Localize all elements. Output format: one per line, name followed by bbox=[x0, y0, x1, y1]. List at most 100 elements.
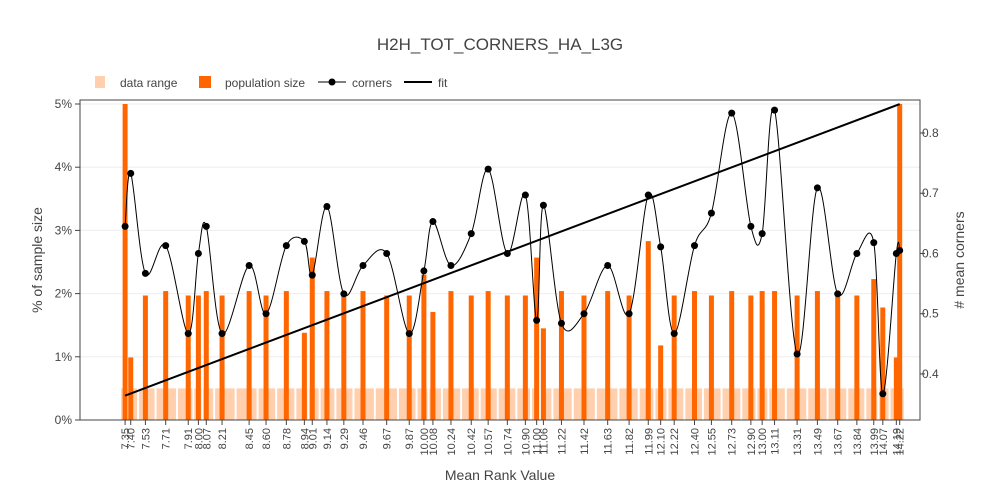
population-bars bbox=[122, 104, 903, 420]
corners-marker bbox=[141, 269, 149, 277]
corners-marker bbox=[262, 310, 270, 318]
corners-marker bbox=[813, 184, 821, 192]
x-tick-label: 14.07 bbox=[878, 428, 890, 456]
corners-marker bbox=[758, 230, 766, 238]
population-bar bbox=[283, 291, 289, 420]
corners-marker bbox=[834, 290, 842, 298]
corners-marker bbox=[793, 350, 801, 358]
x-tick-label: 14.22 bbox=[895, 428, 907, 456]
corners-marker bbox=[184, 330, 192, 338]
population-bar bbox=[871, 279, 877, 420]
population-bar bbox=[897, 104, 903, 420]
population-bar bbox=[301, 332, 307, 420]
x-tick-label: 12.90 bbox=[746, 428, 758, 456]
corners-marker bbox=[644, 191, 652, 199]
right-tick-label: 0.6 bbox=[922, 246, 939, 260]
population-bar bbox=[384, 295, 390, 420]
corners-marker bbox=[202, 222, 210, 230]
legend-label-corners: corners bbox=[352, 76, 392, 90]
corners-marker bbox=[690, 242, 698, 250]
corners-marker bbox=[747, 222, 755, 230]
right-tick-label: 0.4 bbox=[922, 367, 939, 381]
corners-marker bbox=[405, 330, 413, 338]
population-bar bbox=[430, 311, 436, 420]
population-bar bbox=[658, 345, 664, 420]
data-range-band bbox=[236, 388, 257, 420]
x-tick-label: 8.21 bbox=[217, 428, 229, 449]
corners-marker bbox=[539, 201, 547, 209]
left-axis-ticks: 0% 1% 2% 3% 4% 5% bbox=[55, 97, 80, 427]
population-bar bbox=[263, 295, 269, 420]
corners-marker bbox=[870, 239, 878, 247]
data-range-band bbox=[296, 388, 308, 420]
population-bar bbox=[626, 295, 632, 420]
legend-label-fit: fit bbox=[438, 76, 448, 90]
data-range-band bbox=[215, 388, 235, 420]
population-bar bbox=[309, 257, 315, 420]
x-tick-label: 12.40 bbox=[689, 428, 701, 456]
x-tick-label: 8.07 bbox=[201, 428, 213, 449]
population-bar bbox=[522, 295, 528, 420]
x-tick-label: 12.73 bbox=[727, 428, 739, 456]
corners-marker bbox=[323, 202, 331, 210]
x-tick-label: 13.00 bbox=[757, 428, 769, 456]
x-tick-label: 13.49 bbox=[812, 428, 824, 456]
x-tick-label: 12.55 bbox=[706, 428, 718, 456]
population-bar bbox=[794, 295, 800, 420]
population-bar bbox=[691, 291, 697, 420]
population-bar bbox=[360, 291, 366, 420]
population-bar bbox=[645, 241, 651, 420]
corners-marker bbox=[503, 249, 511, 257]
right-axis-ticks: 0.4 0.5 0.6 0.7 0.8 bbox=[920, 126, 939, 381]
x-tick-label: 9.14 bbox=[322, 428, 334, 449]
corners-marker bbox=[300, 237, 308, 245]
fit-line-segment bbox=[124, 103, 901, 397]
x-tick-label: 14.19 bbox=[891, 428, 903, 456]
x-axis-ticks: 7.357.40 7.53 7.71 7.918.008.07 8.21 8.45 8.60… bbox=[120, 420, 907, 456]
x-tick-label: 8.45 bbox=[244, 428, 256, 449]
corners-marker bbox=[308, 271, 316, 279]
x-tick-label: 10.24 bbox=[446, 428, 458, 456]
population-bar bbox=[185, 295, 191, 420]
x-tick-label: 9.01 bbox=[307, 428, 319, 449]
right-tick-label: 0.5 bbox=[922, 307, 939, 321]
corners-marker bbox=[604, 262, 612, 270]
data-range-band bbox=[890, 388, 898, 420]
x-tick-label: 8.00 bbox=[193, 428, 205, 449]
x-tick-label: 7.40 bbox=[126, 428, 138, 449]
x-tick-label: 8.78 bbox=[281, 428, 293, 449]
legend-swatch-corners-marker bbox=[328, 78, 336, 86]
corners-marker bbox=[194, 249, 202, 257]
population-bar bbox=[421, 274, 427, 420]
legend-swatch-population-size bbox=[199, 76, 211, 88]
corners-marker bbox=[657, 243, 665, 251]
corners-marker bbox=[771, 106, 779, 114]
left-tick-label: 4% bbox=[55, 160, 73, 174]
left-tick-label: 0% bbox=[55, 413, 73, 427]
corners-marker bbox=[896, 246, 904, 254]
left-tick-label: 1% bbox=[55, 350, 73, 364]
population-bar bbox=[558, 291, 564, 420]
x-tick-label: 7.53 bbox=[140, 428, 152, 449]
x-tick-label: 9.29 bbox=[339, 428, 351, 449]
x-tick-label: 11.63 bbox=[603, 428, 615, 455]
corners-marker bbox=[625, 310, 633, 318]
right-tick-label: 0.7 bbox=[922, 186, 939, 200]
chart-title: H2H_TOT_CORNERS_HA_L3G bbox=[377, 35, 623, 54]
population-bar bbox=[772, 291, 778, 420]
corners-marker bbox=[340, 290, 348, 298]
corners-marker bbox=[429, 218, 437, 226]
data-range-band bbox=[541, 388, 552, 420]
corners-marker bbox=[121, 222, 129, 230]
population-bar bbox=[163, 291, 169, 420]
x-tick-label: 13.31 bbox=[792, 428, 804, 456]
population-bar bbox=[122, 104, 128, 420]
population-bar bbox=[142, 295, 148, 420]
axes bbox=[79, 99, 921, 421]
corners-marker bbox=[282, 242, 290, 250]
corners-marker bbox=[467, 230, 475, 238]
population-bar bbox=[540, 328, 546, 420]
corners-marker bbox=[533, 316, 541, 324]
x-tick-label: 10.42 bbox=[466, 428, 478, 456]
population-bar bbox=[605, 291, 611, 420]
